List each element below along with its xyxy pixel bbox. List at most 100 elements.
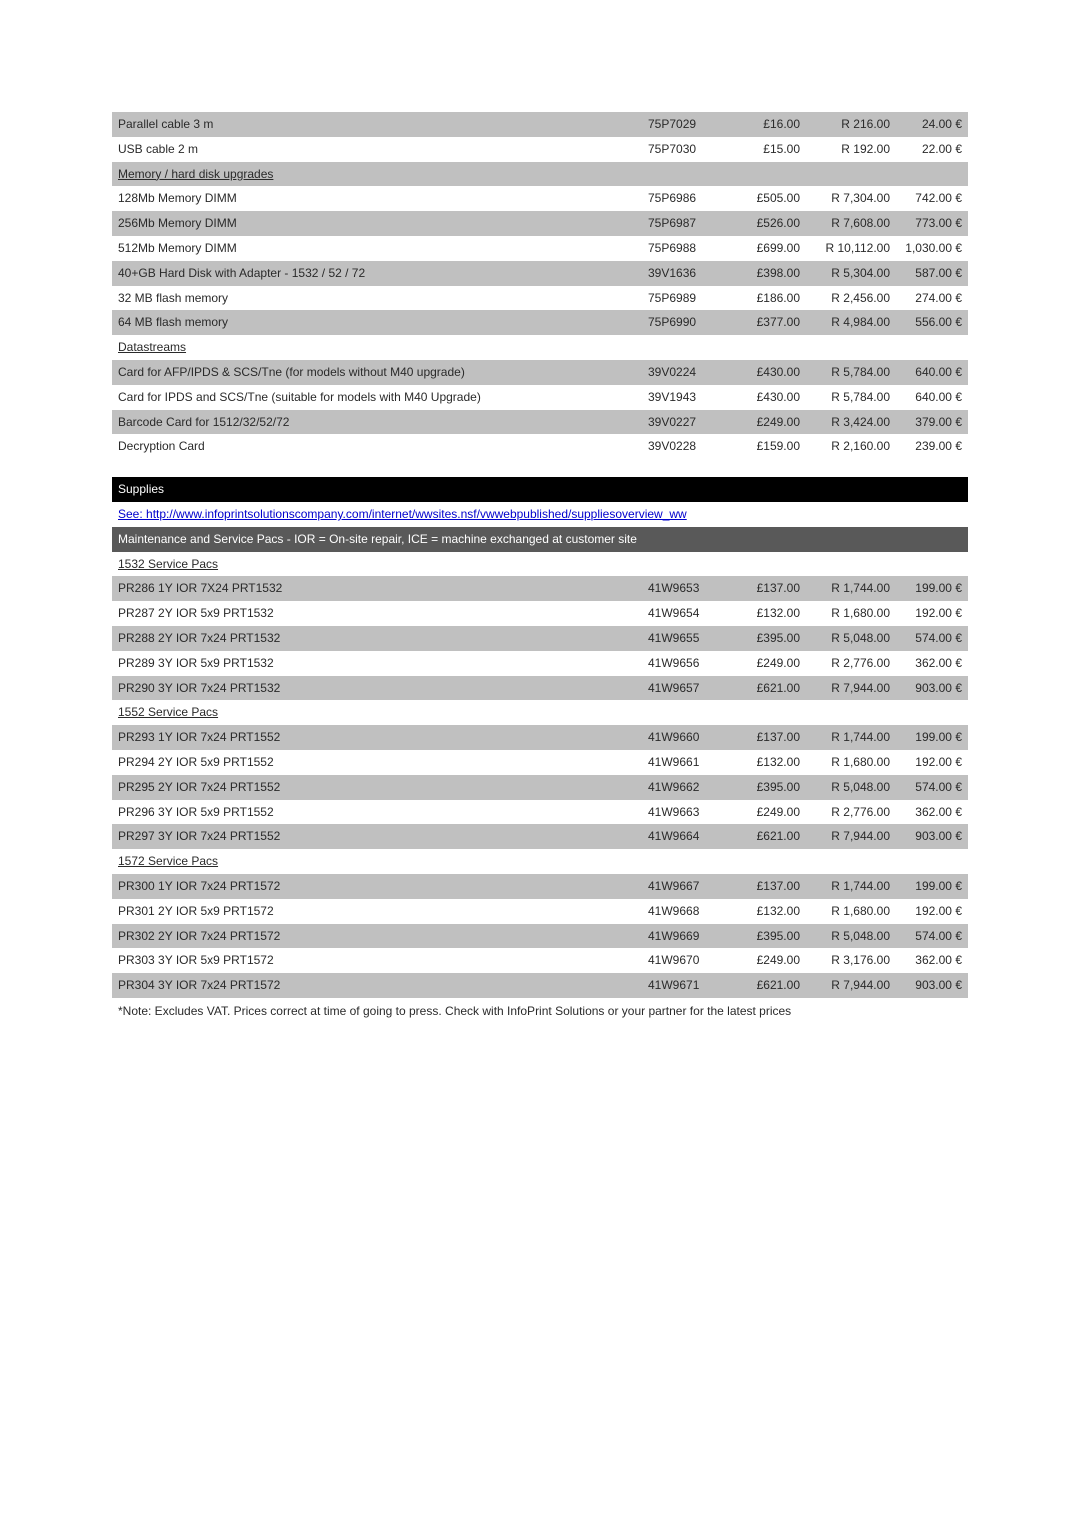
table-row: 1572 Service Pacs	[112, 849, 968, 874]
cell-desc: PR294 2Y IOR 5x9 PRT1552	[112, 750, 642, 775]
cell-gbp: £621.00	[724, 676, 806, 701]
cell-eur: 742.00 €	[896, 186, 968, 211]
cell-gbp: £699.00	[724, 236, 806, 261]
table-row: Barcode Card for 1512/32/52/7239V0227£24…	[112, 410, 968, 435]
cell-part: 41W9661	[642, 750, 724, 775]
cell-desc: PR300 1Y IOR 7x24 PRT1572	[112, 874, 642, 899]
cell-rand: R 5,784.00	[806, 385, 896, 410]
cell-desc: PR288 2Y IOR 7x24 PRT1532	[112, 626, 642, 651]
cell-part: 39V0228	[642, 434, 724, 459]
cell-part: 41W9667	[642, 874, 724, 899]
table-row: Parallel cable 3 m75P7029£16.00R 216.002…	[112, 112, 968, 137]
cell-part: 41W9662	[642, 775, 724, 800]
cell-gbp: £377.00	[724, 310, 806, 335]
table-row: PR296 3Y IOR 5x9 PRT155241W9663£249.00R …	[112, 800, 968, 825]
cell-desc: Parallel cable 3 m	[112, 112, 642, 137]
cell-gbp: £132.00	[724, 750, 806, 775]
cell-part: 39V1943	[642, 385, 724, 410]
cell-desc: PR302 2Y IOR 7x24 PRT1572	[112, 924, 642, 949]
cell-part: 41W9660	[642, 725, 724, 750]
cell-part: 41W9664	[642, 824, 724, 849]
table-row: 1552 Service Pacs	[112, 700, 968, 725]
cell-gbp: £621.00	[724, 973, 806, 998]
table-row: PR295 2Y IOR 7x24 PRT155241W9662£395.00R…	[112, 775, 968, 800]
maintenance-header: Maintenance and Service Pacs - IOR = On-…	[112, 527, 968, 552]
section-subheader: 1532 Service Pacs	[118, 557, 218, 571]
cell-part: 75P7029	[642, 112, 724, 137]
cell-eur: 199.00 €	[896, 576, 968, 601]
cell-gbp: £16.00	[724, 112, 806, 137]
cell-eur: 24.00 €	[896, 112, 968, 137]
cell-rand: R 4,984.00	[806, 310, 896, 335]
table-row: 256Mb Memory DIMM75P6987£526.00R 7,608.0…	[112, 211, 968, 236]
supplies-table: Supplies See: http://www.infoprintsoluti…	[112, 477, 968, 998]
table-row: PR297 3Y IOR 7x24 PRT155241W9664£621.00R…	[112, 824, 968, 849]
cell-eur: 640.00 €	[896, 385, 968, 410]
cell-eur: 556.00 €	[896, 310, 968, 335]
footnote: *Note: Excludes VAT. Prices correct at t…	[112, 998, 968, 1018]
cell-eur: 192.00 €	[896, 750, 968, 775]
supplies-header: Supplies	[112, 477, 724, 502]
cell-rand: R 3,424.00	[806, 410, 896, 435]
table-row: Card for AFP/IPDS & SCS/Tne (for models …	[112, 360, 968, 385]
cell-rand: R 1,744.00	[806, 576, 896, 601]
cell-rand: R 1,680.00	[806, 899, 896, 924]
cell-eur: 903.00 €	[896, 973, 968, 998]
table-row: 512Mb Memory DIMM75P6988£699.00R 10,112.…	[112, 236, 968, 261]
cell-gbp: £621.00	[724, 824, 806, 849]
cell-part: 39V1636	[642, 261, 724, 286]
table-row: PR301 2Y IOR 5x9 PRT157241W9668£132.00R …	[112, 899, 968, 924]
cell-desc: PR289 3Y IOR 5x9 PRT1532	[112, 651, 642, 676]
cell-rand: R 5,304.00	[806, 261, 896, 286]
table-row: USB cable 2 m75P7030£15.00R 192.0022.00 …	[112, 137, 968, 162]
table-row: Card for IPDS and SCS/Tne (suitable for …	[112, 385, 968, 410]
cell-rand: R 2,456.00	[806, 286, 896, 311]
cell-gbp: £249.00	[724, 410, 806, 435]
cell-rand: R 216.00	[806, 112, 896, 137]
cell-rand: R 5,048.00	[806, 775, 896, 800]
cell-part: 75P6989	[642, 286, 724, 311]
section-subheader: Memory / hard disk upgrades	[118, 167, 273, 181]
cell-eur: 574.00 €	[896, 924, 968, 949]
cell-eur: 574.00 €	[896, 626, 968, 651]
cell-part: 41W9668	[642, 899, 724, 924]
cell-rand: R 1,680.00	[806, 750, 896, 775]
cell-desc: PR293 1Y IOR 7x24 PRT1552	[112, 725, 642, 750]
table-row: PR304 3Y IOR 7x24 PRT157241W9671£621.00R…	[112, 973, 968, 998]
cell-part: 41W9663	[642, 800, 724, 825]
cell-eur: 199.00 €	[896, 874, 968, 899]
cell-part: 41W9653	[642, 576, 724, 601]
cell-rand: R 7,304.00	[806, 186, 896, 211]
cell-gbp: £526.00	[724, 211, 806, 236]
cell-rand: R 5,784.00	[806, 360, 896, 385]
cell-desc: 256Mb Memory DIMM	[112, 211, 642, 236]
cell-desc: PR297 3Y IOR 7x24 PRT1552	[112, 824, 642, 849]
cell-gbp: £132.00	[724, 899, 806, 924]
table-row: Decryption Card39V0228£159.00R 2,160.002…	[112, 434, 968, 459]
cell-gbp: £398.00	[724, 261, 806, 286]
table-row: PR302 2Y IOR 7x24 PRT157241W9669£395.00R…	[112, 924, 968, 949]
cell-eur: 362.00 €	[896, 948, 968, 973]
table-row: PR290 3Y IOR 7x24 PRT153241W9657£621.00R…	[112, 676, 968, 701]
cell-eur: 574.00 €	[896, 775, 968, 800]
supplies-link[interactable]: See: http://www.infoprintsolutionscompan…	[118, 507, 687, 521]
cell-gbp: £249.00	[724, 948, 806, 973]
section-subheader: 1552 Service Pacs	[118, 705, 218, 719]
cell-part: 75P6986	[642, 186, 724, 211]
cell-desc: Card for AFP/IPDS & SCS/Tne (for models …	[112, 360, 642, 385]
cell-gbp: £395.00	[724, 775, 806, 800]
table-row: PR287 2Y IOR 5x9 PRT153241W9654£132.00R …	[112, 601, 968, 626]
cell-part: 41W9656	[642, 651, 724, 676]
cell-eur: 903.00 €	[896, 676, 968, 701]
cell-eur: 199.00 €	[896, 725, 968, 750]
cell-rand: R 7,944.00	[806, 973, 896, 998]
cell-desc: PR304 3Y IOR 7x24 PRT1572	[112, 973, 642, 998]
cell-gbp: £132.00	[724, 601, 806, 626]
cell-rand: R 7,608.00	[806, 211, 896, 236]
table-row: PR288 2Y IOR 7x24 PRT153241W9655£395.00R…	[112, 626, 968, 651]
cell-desc: USB cable 2 m	[112, 137, 642, 162]
cell-eur: 274.00 €	[896, 286, 968, 311]
cell-eur: 379.00 €	[896, 410, 968, 435]
cell-rand: R 2,776.00	[806, 651, 896, 676]
cell-rand: R 7,944.00	[806, 824, 896, 849]
